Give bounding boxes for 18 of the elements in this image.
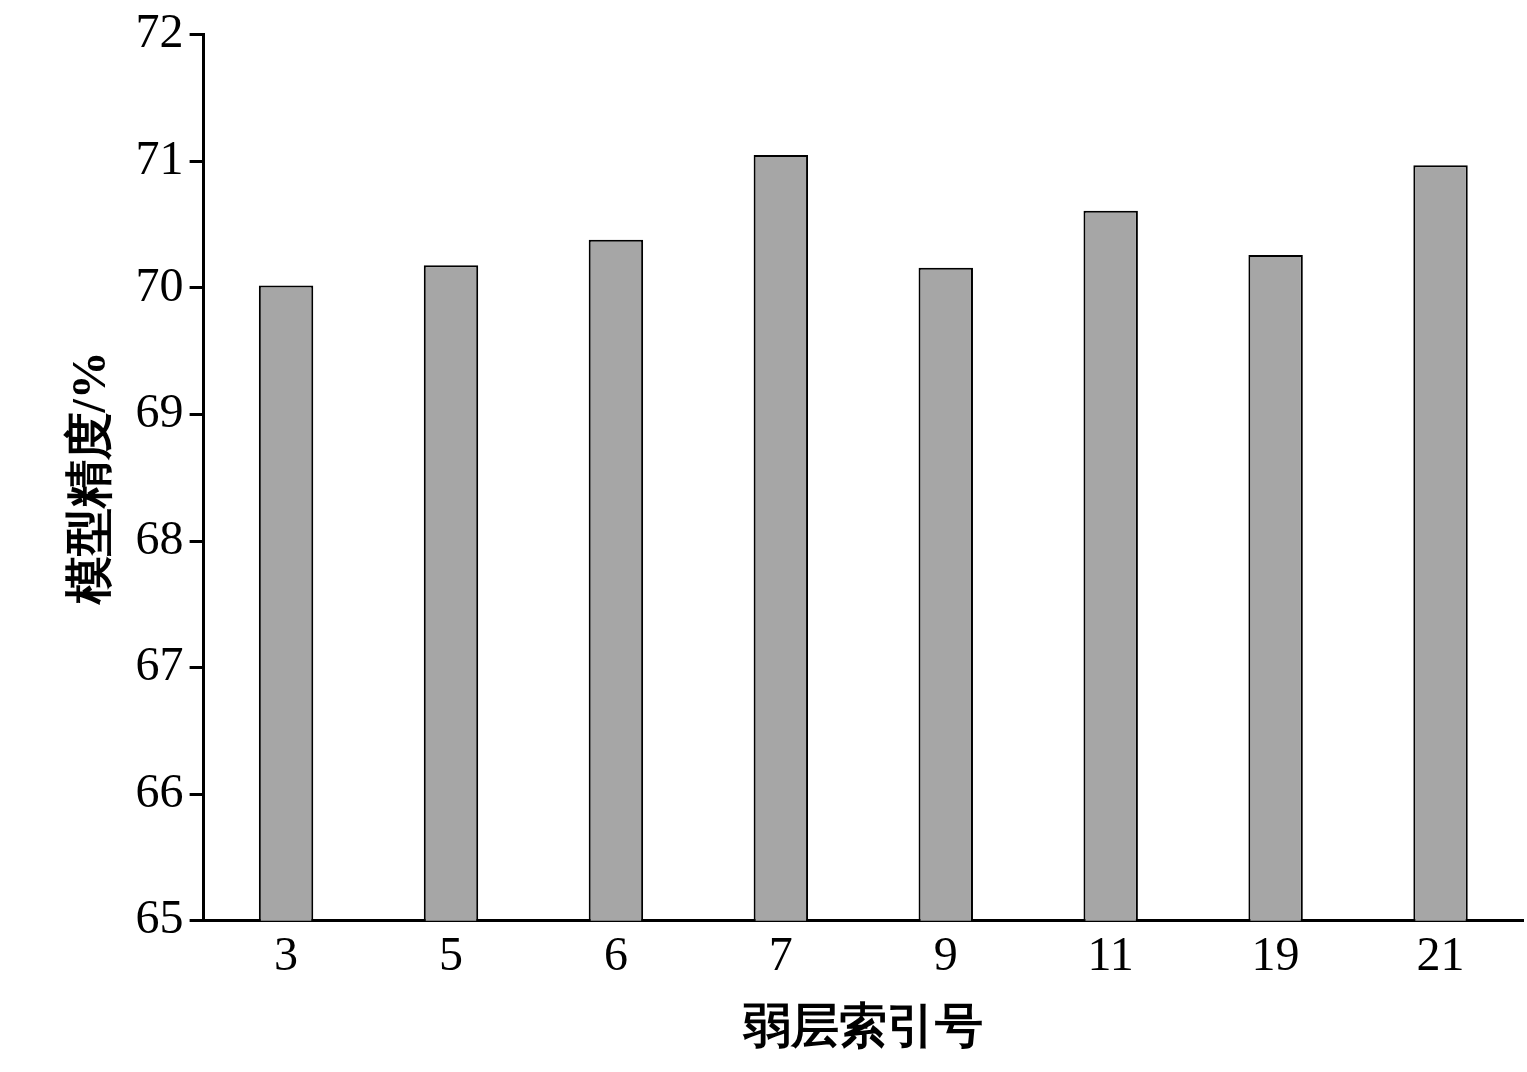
y-tick-label: 68 (135, 510, 184, 564)
x-tick-label: 9 (933, 927, 958, 981)
y-tick-label: 72 (135, 4, 184, 58)
x-tick-label: 19 (1251, 927, 1300, 981)
y-tick-label: 67 (135, 637, 184, 691)
x-axis-title: 弱层索引号 (742, 998, 984, 1052)
y-tick-label: 69 (135, 384, 184, 438)
y-tick-label: 70 (135, 257, 184, 311)
y-tick-label: 66 (135, 763, 184, 817)
x-tick-label: 21 (1416, 927, 1465, 981)
y-tick-label: 65 (135, 890, 184, 944)
x-tick-label: 3 (274, 927, 299, 981)
x-tick-label: 5 (438, 927, 463, 981)
x-tick-label: 6 (603, 927, 628, 981)
y-axis-title: 模型精度/% (62, 351, 116, 607)
x-tick-label: 7 (768, 927, 793, 981)
x-tick-label: 11 (1087, 927, 1134, 981)
y-tick-label: 71 (135, 130, 184, 184)
